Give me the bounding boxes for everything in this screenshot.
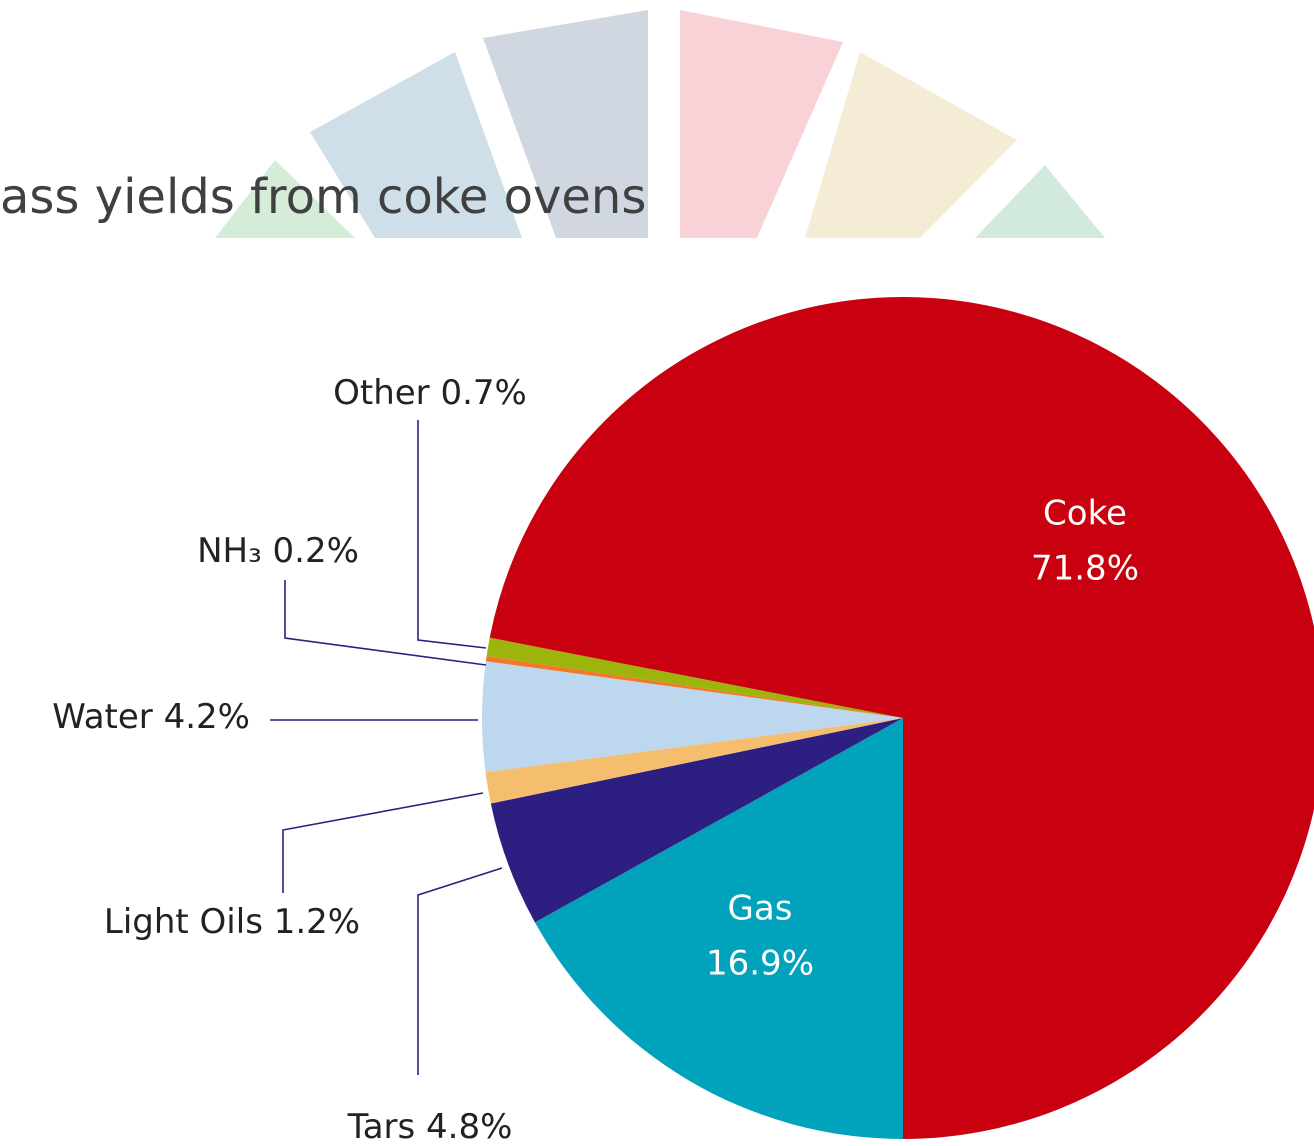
leader-line: [282, 792, 484, 893]
slice-name: Tars: [347, 1107, 416, 1146]
slice-value: 0.2%: [273, 531, 359, 571]
slice-label: NH₃ 0.2%: [197, 531, 359, 571]
pie-slice: [534, 718, 903, 1139]
slice-value: 1.2%: [274, 902, 360, 942]
pie-slice: [482, 661, 903, 773]
pie: [482, 297, 1314, 1139]
pie-slice: [485, 718, 903, 804]
slice-value: 16.9%: [706, 944, 814, 984]
pie-slice: [485, 655, 903, 718]
slice-value: 4.2%: [164, 697, 250, 737]
leader-line: [417, 420, 487, 649]
decorative-fan: [215, 10, 1105, 238]
slice-name: Water: [52, 697, 153, 737]
fan-piece: [215, 160, 355, 238]
slice-name: Coke: [1043, 494, 1127, 534]
chart-title: ass yields from coke ovens: [0, 169, 646, 225]
slice-label: Tars 4.8%: [347, 1107, 513, 1146]
slice-name: Other: [333, 373, 430, 413]
slice-label: Light Oils 1.2%: [104, 902, 360, 942]
slice-value: 4.8%: [426, 1107, 512, 1146]
slice-value: 0.7%: [440, 373, 526, 413]
leader-line: [417, 867, 503, 1075]
pie-slice: [489, 297, 1314, 1139]
pie-slice: [490, 718, 903, 923]
slice-name: Gas: [728, 889, 793, 929]
pie-slice: [486, 637, 903, 718]
fan-piece: [805, 52, 1017, 238]
leader-lines: [270, 420, 503, 1075]
fan-piece: [680, 10, 843, 238]
slice-label: Water 4.2%: [52, 697, 250, 737]
slice-label: Other 0.7%: [333, 373, 527, 413]
fan-piece: [975, 165, 1105, 238]
leader-line: [284, 580, 487, 666]
slice-name: NH₃: [197, 531, 262, 571]
slice-value: 71.8%: [1031, 549, 1139, 589]
slice-name: Light Oils: [104, 902, 263, 942]
fan-piece: [483, 10, 648, 238]
fan-piece: [310, 52, 522, 238]
